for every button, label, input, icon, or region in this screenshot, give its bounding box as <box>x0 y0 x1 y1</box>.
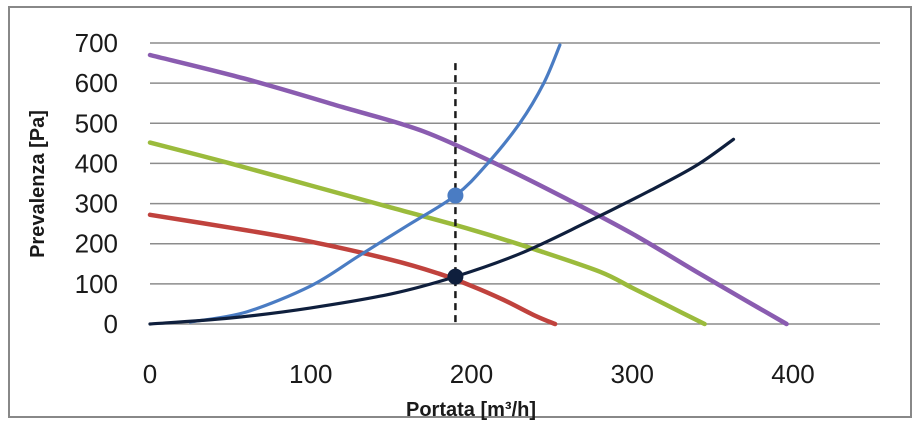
y-axis-title: Prevalenza [Pa] <box>27 110 49 258</box>
operating-point-navy <box>447 268 464 285</box>
y-tick-label-100: 100 <box>75 269 118 299</box>
y-tick-label-400: 400 <box>75 148 118 178</box>
y-tick-label-300: 300 <box>75 189 118 219</box>
x-tick-labels: 0 100 200 300 400 <box>143 359 815 389</box>
curves <box>147 43 789 327</box>
chart-frame <box>8 6 912 418</box>
y-tick-labels: 0 100 200 300 400 500 600 700 <box>75 28 118 339</box>
y-tick-label-0: 0 <box>104 309 118 339</box>
curve-green <box>147 140 707 327</box>
x-tick-label-400: 400 <box>771 359 814 389</box>
curve-red <box>147 212 558 327</box>
y-tick-label-600: 600 <box>75 68 118 98</box>
x-tick-label-100: 100 <box>289 359 332 389</box>
curve-purple <box>147 52 789 327</box>
curve-blue <box>188 43 562 324</box>
y-tick-label-200: 200 <box>75 229 118 259</box>
x-tick-label-200: 200 <box>450 359 493 389</box>
x-tick-label-300: 300 <box>611 359 654 389</box>
curve-navy <box>148 137 736 326</box>
y-tick-label-500: 500 <box>75 108 118 138</box>
y-tick-label-700: 700 <box>75 28 118 58</box>
x-axis-title: Portata [m³/h] <box>406 399 536 421</box>
x-tick-label-0: 0 <box>143 359 157 389</box>
operating-point-blue <box>447 187 464 204</box>
operating-points <box>447 187 464 285</box>
grid-lines <box>150 42 880 325</box>
